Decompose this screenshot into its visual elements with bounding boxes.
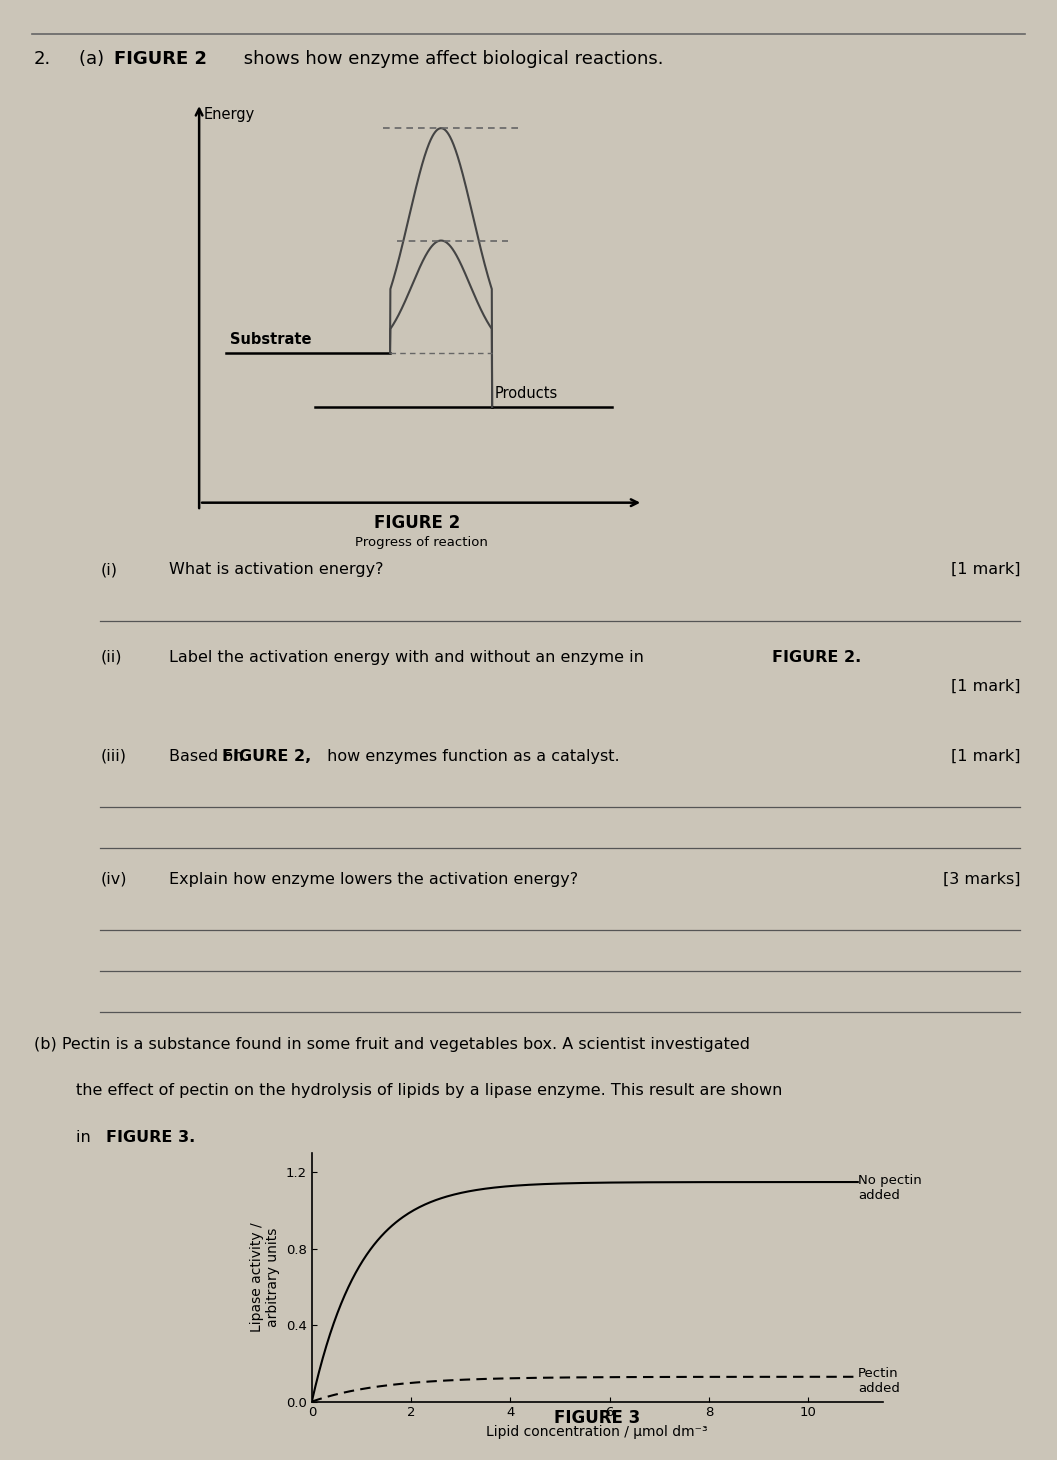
Text: Pectin
added: Pectin added	[858, 1367, 900, 1394]
Text: Energy: Energy	[204, 108, 255, 123]
Text: Progress of reaction: Progress of reaction	[355, 536, 487, 549]
Text: shows how enzyme affect biological reactions.: shows how enzyme affect biological react…	[238, 50, 664, 67]
Text: Explain how enzyme lowers the activation energy?: Explain how enzyme lowers the activation…	[169, 872, 578, 886]
Text: Based on: Based on	[169, 749, 248, 764]
X-axis label: Lipid concentration / μmol dm⁻³: Lipid concentration / μmol dm⁻³	[486, 1425, 708, 1440]
Text: No pectin
added: No pectin added	[858, 1174, 922, 1202]
Text: (iv): (iv)	[100, 872, 127, 886]
Text: in: in	[76, 1130, 96, 1145]
Text: (i): (i)	[100, 562, 117, 577]
Text: Products: Products	[495, 385, 558, 400]
Text: FIGURE 2,: FIGURE 2,	[222, 749, 311, 764]
Text: FIGURE 2: FIGURE 2	[374, 514, 461, 531]
Text: 2.: 2.	[34, 50, 51, 67]
Text: [1 mark]: [1 mark]	[950, 749, 1020, 764]
Text: FIGURE 2.: FIGURE 2.	[772, 650, 860, 664]
Text: What is activation energy?: What is activation energy?	[169, 562, 384, 577]
Text: (b) Pectin is a substance found in some fruit and vegetables box. A scientist in: (b) Pectin is a substance found in some …	[34, 1037, 749, 1051]
Text: Substrate: Substrate	[230, 331, 312, 346]
Y-axis label: Lipase activity /
arbitrary units: Lipase activity / arbitrary units	[251, 1222, 280, 1333]
Text: [1 mark]: [1 mark]	[950, 562, 1020, 577]
Text: [1 mark]: [1 mark]	[950, 679, 1020, 694]
Text: how enzymes function as a catalyst.: how enzymes function as a catalyst.	[322, 749, 620, 764]
Text: (iii): (iii)	[100, 749, 127, 764]
Text: Label the activation energy with and without an enzyme in: Label the activation energy with and wit…	[169, 650, 649, 664]
Text: the effect of pectin on the hydrolysis of lipids by a lipase enzyme. This result: the effect of pectin on the hydrolysis o…	[76, 1083, 782, 1098]
Text: (a): (a)	[79, 50, 110, 67]
Text: FIGURE 3: FIGURE 3	[554, 1409, 641, 1426]
Text: [3 marks]: [3 marks]	[943, 872, 1020, 886]
Text: FIGURE 2: FIGURE 2	[114, 50, 207, 67]
Text: FIGURE 3.: FIGURE 3.	[106, 1130, 194, 1145]
Text: (ii): (ii)	[100, 650, 122, 664]
